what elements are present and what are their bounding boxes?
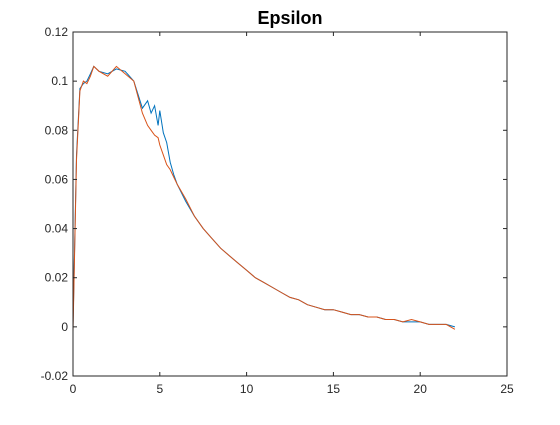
y-tick-label: 0.04: [45, 222, 69, 236]
y-tick-label: 0.08: [45, 123, 69, 137]
y-tick-label: 0: [61, 320, 68, 334]
y-tick-label: -0.02: [41, 369, 69, 383]
plot-area: [73, 32, 507, 376]
series-layer: [72, 65, 456, 332]
y-tick-label: 0.02: [45, 271, 69, 285]
chart-title: Epsilon: [257, 8, 322, 28]
x-tick-label: 10: [240, 382, 254, 396]
x-tick-label: 25: [500, 382, 514, 396]
series-2-line: [72, 65, 456, 332]
x-tick-label: 15: [327, 382, 341, 396]
y-tick-label: 0.12: [45, 25, 69, 39]
y-tick-label: 0.1: [51, 74, 68, 88]
y-tick-label: 0.06: [45, 172, 69, 186]
x-tick-label: 0: [70, 382, 77, 396]
x-tick-label: 5: [156, 382, 163, 396]
axes-box: [72, 31, 508, 377]
x-tick-label: 20: [414, 382, 428, 396]
